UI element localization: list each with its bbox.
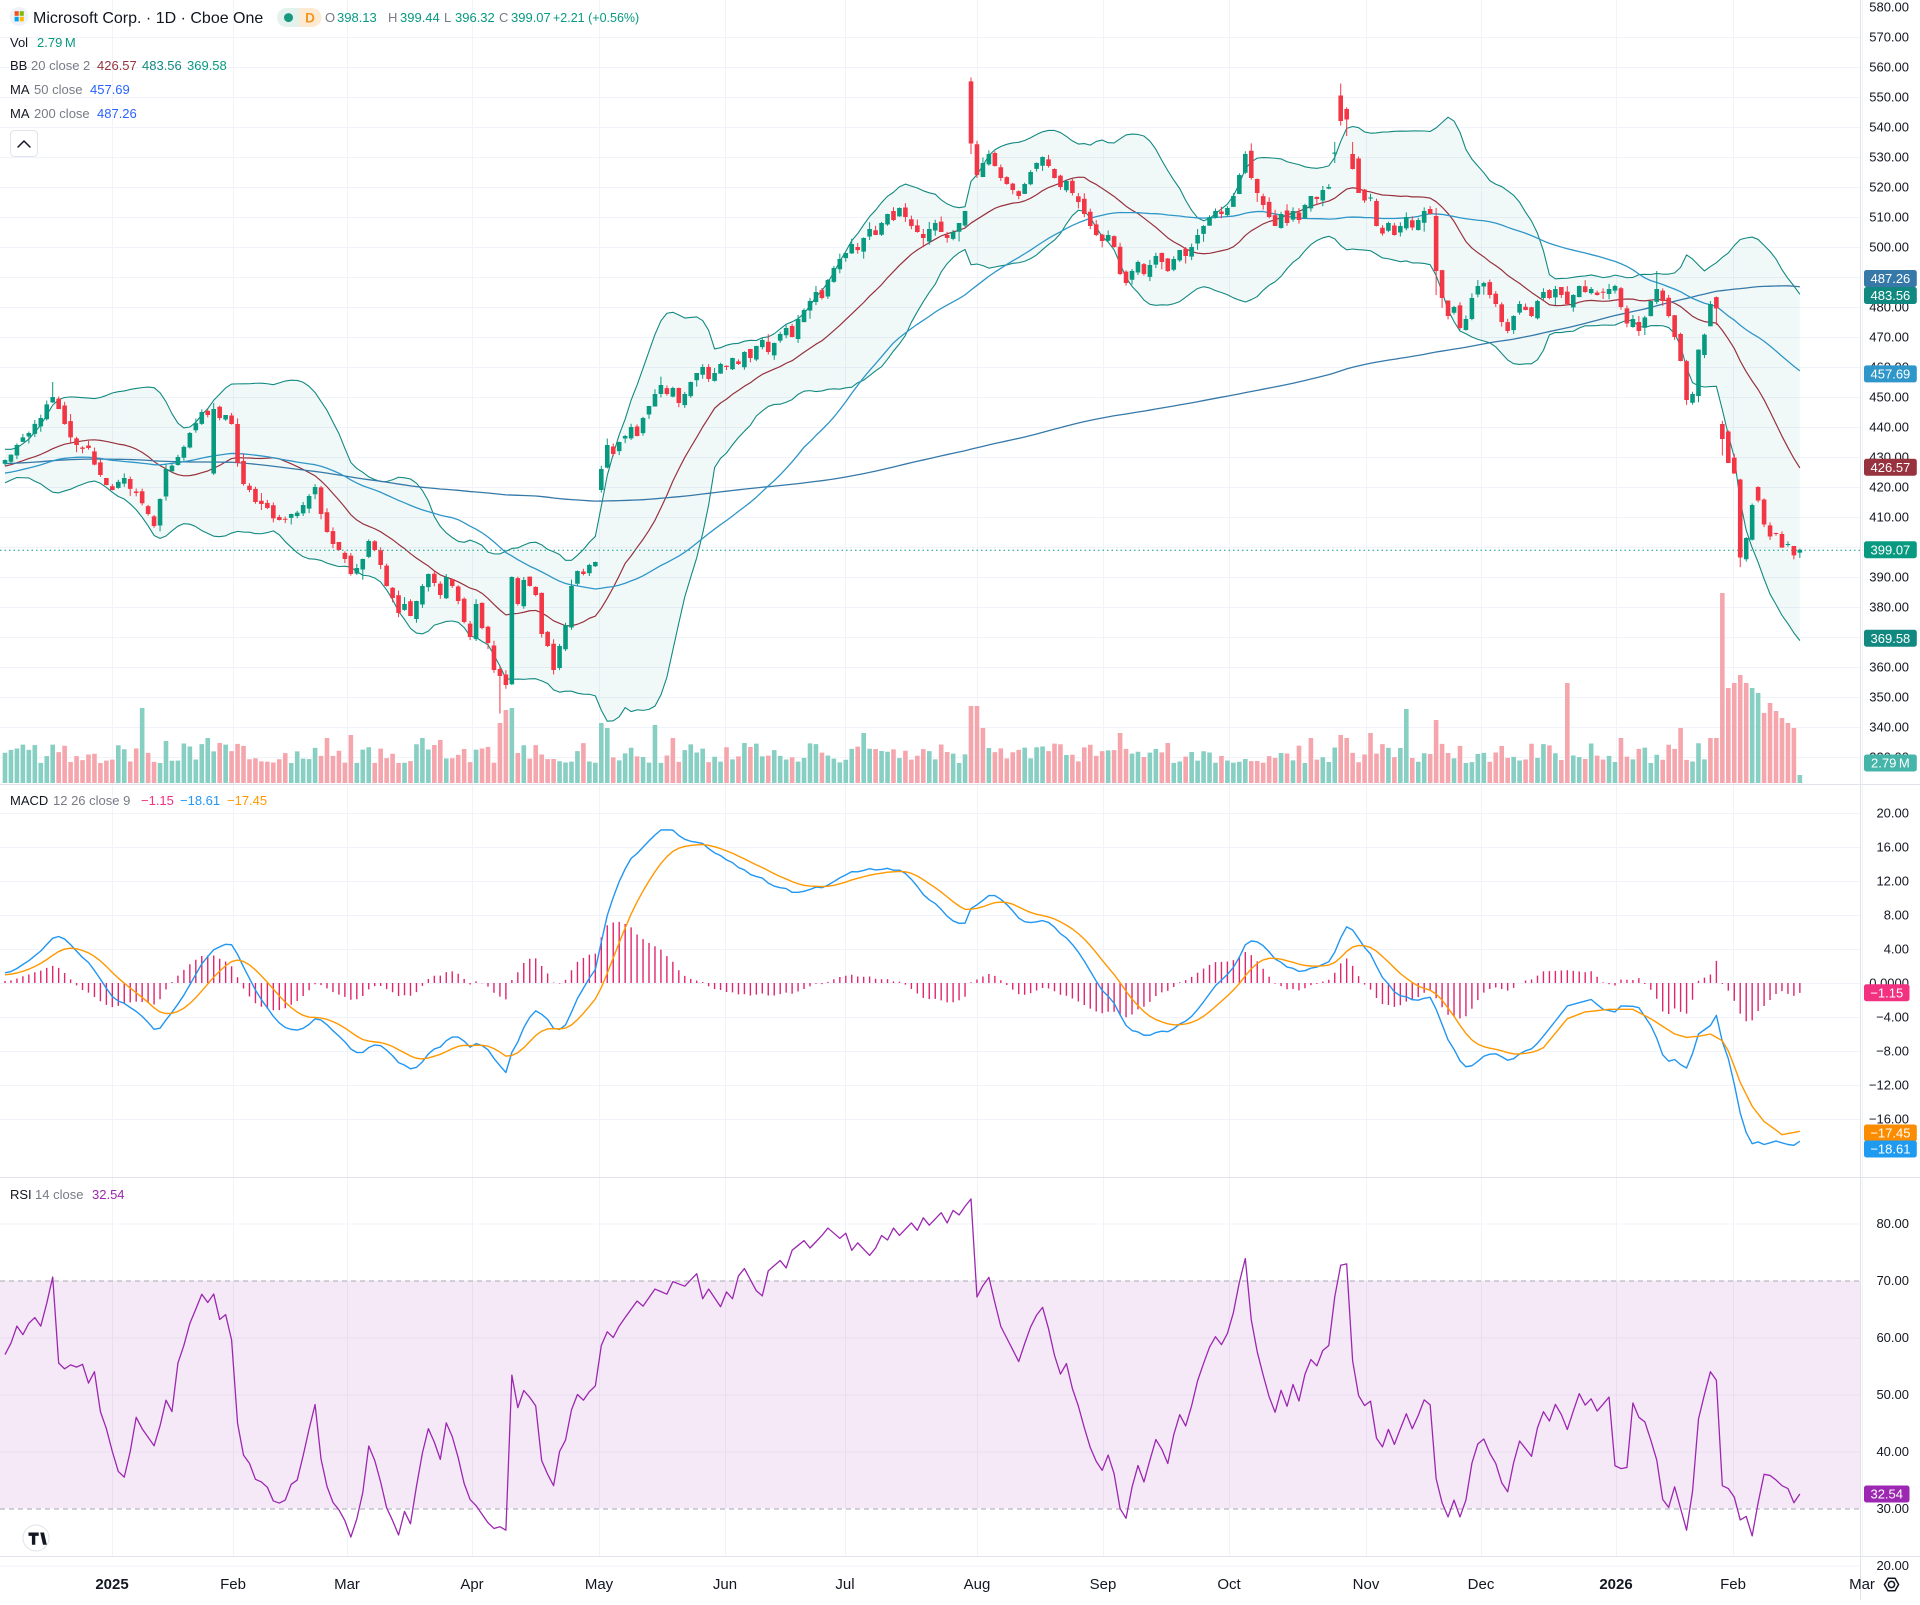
svg-text:40.00: 40.00	[1876, 1444, 1909, 1459]
svg-text:Jul: Jul	[835, 1576, 854, 1593]
svg-text:470.00: 470.00	[1869, 330, 1909, 345]
svg-text:398.13: 398.13	[337, 10, 377, 25]
svg-text:399.44: 399.44	[400, 10, 440, 25]
svg-text:−12.00: −12.00	[1869, 1078, 1909, 1093]
svg-text:12 26 close 9: 12 26 close 9	[53, 793, 130, 808]
svg-text:399.07: 399.07	[511, 10, 551, 25]
svg-text:Aug: Aug	[964, 1576, 991, 1593]
svg-text:RSI: RSI	[10, 1187, 32, 1202]
svg-text:20.00: 20.00	[1876, 806, 1909, 821]
svg-text:550.00: 550.00	[1869, 90, 1909, 105]
svg-text:369.58: 369.58	[187, 58, 227, 73]
svg-text:4.00: 4.00	[1884, 942, 1909, 957]
svg-text:C: C	[499, 10, 508, 25]
svg-text:50 close: 50 close	[34, 82, 82, 97]
svg-text:32.54: 32.54	[92, 1187, 125, 1202]
svg-text:May: May	[585, 1576, 614, 1593]
svg-text:Mar: Mar	[1849, 1576, 1875, 1593]
svg-text:Vol: Vol	[10, 35, 28, 50]
svg-text:Mar: Mar	[334, 1576, 360, 1593]
svg-text:Feb: Feb	[220, 1576, 246, 1593]
svg-text:520.00: 520.00	[1869, 180, 1909, 195]
svg-text:457.69: 457.69	[90, 82, 130, 97]
svg-text:H: H	[388, 10, 397, 25]
svg-text:L: L	[444, 10, 451, 25]
svg-text:14 close: 14 close	[35, 1187, 83, 1202]
svg-text:80.00: 80.00	[1876, 1216, 1909, 1231]
svg-text:570.00: 570.00	[1869, 30, 1909, 45]
svg-text:O: O	[325, 10, 335, 25]
svg-text:450.00: 450.00	[1869, 390, 1909, 405]
svg-text:560.00: 560.00	[1869, 60, 1909, 75]
svg-text:360.00: 360.00	[1869, 660, 1909, 675]
svg-text:−16.00: −16.00	[1869, 1112, 1909, 1127]
svg-text:−18.61: −18.61	[1870, 1142, 1910, 1157]
svg-text:487.26: 487.26	[1871, 271, 1911, 286]
svg-text:340.00: 340.00	[1869, 720, 1909, 735]
svg-text:396.32: 396.32	[455, 10, 495, 25]
svg-text:−1.15: −1.15	[1870, 985, 1903, 1000]
svg-text:−17.45: −17.45	[227, 793, 267, 808]
svg-text:483.56: 483.56	[142, 58, 182, 73]
svg-text:487.26: 487.26	[97, 106, 137, 121]
svg-text:30.00: 30.00	[1876, 1501, 1909, 1516]
svg-text:420.00: 420.00	[1869, 480, 1909, 495]
svg-text:Nov: Nov	[1353, 1576, 1380, 1593]
svg-text:32.54: 32.54	[1870, 1487, 1903, 1502]
svg-text:+2.21 (+0.56%): +2.21 (+0.56%)	[553, 11, 639, 25]
svg-text:483.56: 483.56	[1871, 288, 1911, 303]
svg-text:410.00: 410.00	[1869, 510, 1909, 525]
svg-text:2.79 M: 2.79 M	[1871, 756, 1910, 771]
svg-text:540.00: 540.00	[1869, 120, 1909, 135]
svg-text:510.00: 510.00	[1869, 210, 1909, 225]
svg-text:Oct: Oct	[1217, 1576, 1241, 1593]
svg-text:Jun: Jun	[713, 1576, 737, 1593]
svg-text:369.58: 369.58	[1871, 631, 1911, 646]
svg-text:Apr: Apr	[460, 1576, 483, 1593]
svg-text:70.00: 70.00	[1876, 1273, 1909, 1288]
svg-text:399.07: 399.07	[1871, 542, 1911, 557]
svg-text:580.00: 580.00	[1869, 0, 1909, 15]
svg-text:Microsoft Corp. · 1D · Cboe On: Microsoft Corp. · 1D · Cboe One	[33, 10, 263, 27]
svg-text:457.69: 457.69	[1871, 366, 1911, 381]
svg-text:2025: 2025	[95, 1576, 128, 1593]
svg-text:Dec: Dec	[1468, 1576, 1495, 1593]
svg-text:−18.61: −18.61	[180, 793, 220, 808]
svg-text:60.00: 60.00	[1876, 1330, 1909, 1345]
svg-text:MA: MA	[10, 82, 30, 97]
svg-text:530.00: 530.00	[1869, 150, 1909, 165]
svg-text:Feb: Feb	[1720, 1576, 1746, 1593]
svg-text:380.00: 380.00	[1869, 600, 1909, 615]
svg-text:20 close 2: 20 close 2	[31, 58, 90, 73]
svg-text:2.79 M: 2.79 M	[37, 35, 76, 50]
svg-text:BB: BB	[10, 58, 27, 73]
svg-text:MA: MA	[10, 106, 30, 121]
svg-text:12.00: 12.00	[1876, 874, 1909, 889]
svg-text:2026: 2026	[1599, 1576, 1632, 1593]
svg-text:D: D	[305, 11, 315, 26]
svg-text:−1.15: −1.15	[141, 793, 174, 808]
svg-text:−17.45: −17.45	[1870, 1126, 1910, 1141]
svg-text:426.57: 426.57	[1871, 460, 1911, 475]
svg-text:426.57: 426.57	[97, 58, 137, 73]
svg-text:−8.00: −8.00	[1876, 1044, 1909, 1059]
svg-text:Sep: Sep	[1090, 1576, 1117, 1593]
svg-text:20.00: 20.00	[1876, 1558, 1909, 1573]
svg-text:500.00: 500.00	[1869, 240, 1909, 255]
svg-text:16.00: 16.00	[1876, 840, 1909, 855]
svg-text:50.00: 50.00	[1876, 1387, 1909, 1402]
svg-text:−4.00: −4.00	[1876, 1010, 1909, 1025]
svg-text:8.00: 8.00	[1884, 908, 1909, 923]
svg-text:350.00: 350.00	[1869, 690, 1909, 705]
svg-text:MACD: MACD	[10, 793, 48, 808]
svg-text:200 close: 200 close	[34, 106, 90, 121]
svg-text:440.00: 440.00	[1869, 420, 1909, 435]
svg-text:390.00: 390.00	[1869, 570, 1909, 585]
